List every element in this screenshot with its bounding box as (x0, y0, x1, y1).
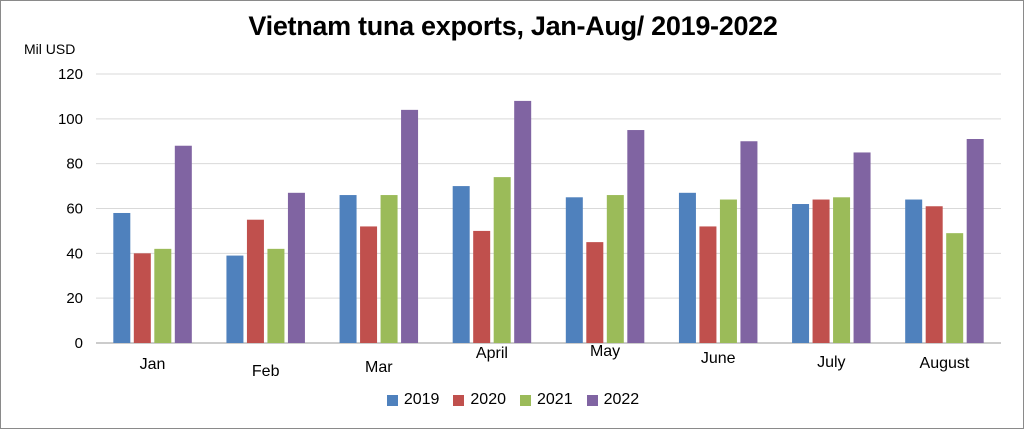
y-axis-unit-label: Mil USD (24, 41, 76, 57)
bar-2019-july (792, 204, 810, 343)
bar-2021-feb (267, 248, 285, 343)
bar-2020-feb (246, 219, 264, 343)
y-tick-label: 20 (66, 290, 83, 307)
legend-item-2020: 2020 (453, 391, 506, 409)
legend-item-2019: 2019 (386, 391, 440, 409)
bar-2020-may (586, 242, 604, 343)
bar-2019-feb (226, 255, 244, 343)
legend-swatch (386, 394, 398, 406)
y-tick-label: 40 (66, 245, 83, 262)
bar-2021-august (946, 233, 964, 343)
bar-2022-june (740, 141, 758, 343)
bar-2020-june (699, 226, 717, 343)
bar-2022-jan (174, 145, 192, 343)
legend-label: 2020 (470, 391, 506, 408)
bar-2019-jan (113, 212, 131, 343)
legend-item-2022: 2022 (586, 391, 640, 409)
legend-label: 2021 (537, 391, 573, 408)
y-tick-label: 120 (58, 66, 83, 83)
bar-2020-april (473, 230, 491, 343)
legend-label: 2019 (403, 391, 440, 408)
bar-2022-feb (287, 192, 305, 343)
bar-2021-mar (380, 195, 398, 343)
bar-2022-july (853, 152, 871, 343)
bar-2022-august (966, 139, 984, 343)
chart-title: Vietnam tuna exports, Jan-Aug/ 2019-2022 (248, 11, 778, 41)
bar-2021-may (606, 195, 624, 343)
bar-2021-april (493, 177, 511, 343)
bar-2020-july (812, 199, 830, 343)
x-category-label: Jan (140, 356, 166, 373)
chart-legend: 2019 2020 2021 2022 (1, 391, 1024, 409)
bar-2019-august (905, 199, 923, 343)
y-tick-label: 100 (58, 111, 83, 128)
legend-swatch (586, 394, 598, 406)
bar-2021-june (719, 199, 737, 343)
bar-2021-july (833, 197, 851, 343)
legend-item-2021: 2021 (520, 391, 573, 409)
bar-2019-april (452, 186, 470, 343)
x-category-label: Feb (252, 363, 280, 380)
y-tick-label: 80 (66, 156, 83, 173)
x-category-label: April (476, 345, 508, 362)
bar-2020-jan (133, 253, 151, 343)
x-category-label: August (920, 355, 970, 372)
legend-swatch (453, 394, 465, 406)
x-category-label: July (817, 354, 845, 371)
bar-2022-april (514, 100, 532, 344)
x-category-label: May (590, 343, 620, 360)
bar-2022-may (627, 130, 645, 343)
legend-swatch (520, 394, 531, 406)
bar-2022-mar (401, 109, 419, 343)
bar-2019-mar (339, 195, 357, 343)
bar-2021-jan (154, 248, 172, 343)
y-tick-label: 60 (66, 201, 83, 218)
y-tick-label: 0 (75, 335, 83, 352)
bar-2019-may (565, 197, 583, 343)
bar-2019-june (678, 192, 696, 343)
legend-label: 2022 (603, 391, 640, 408)
x-category-label: June (701, 350, 736, 367)
bar-2020-august (925, 206, 943, 343)
bar-2020-mar (360, 226, 378, 343)
x-category-label: Mar (365, 359, 393, 376)
